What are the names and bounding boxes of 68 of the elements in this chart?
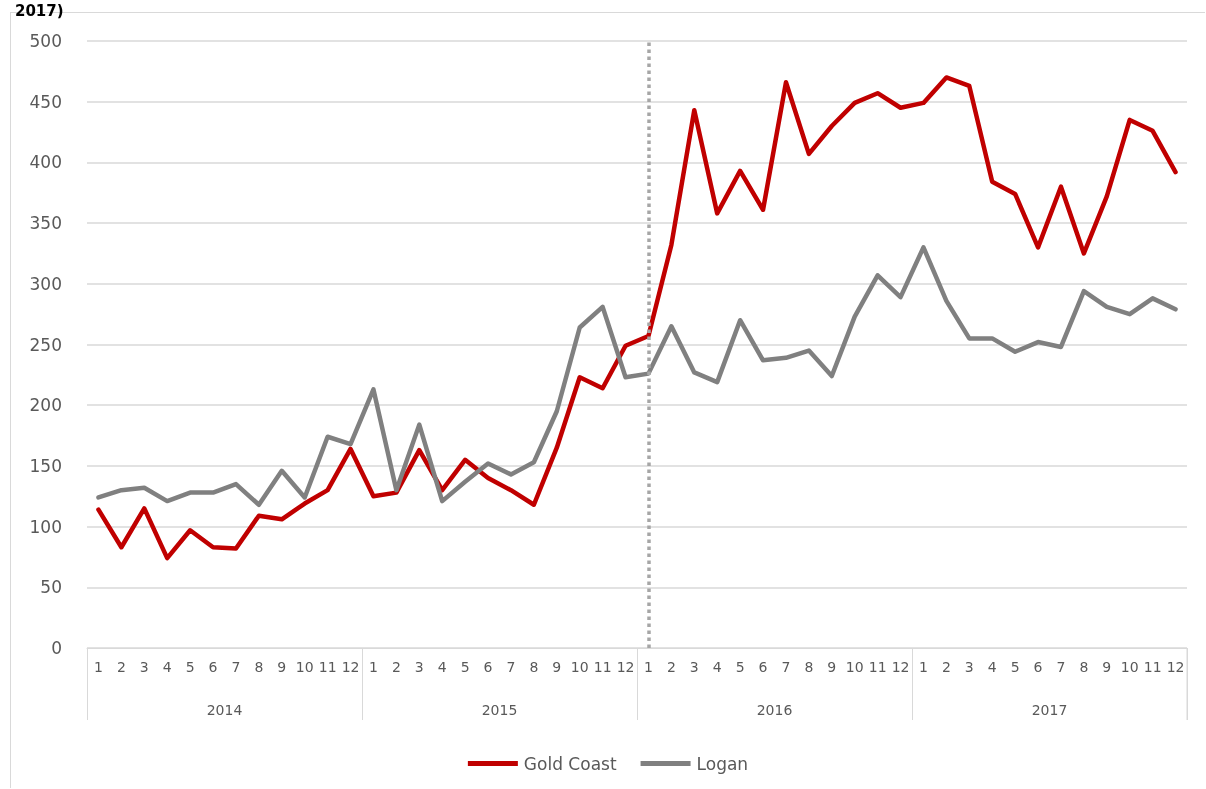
x-tick-label: 8 bbox=[254, 659, 264, 675]
x-tick-label: 12 bbox=[891, 659, 910, 675]
x-tick-label: 6 bbox=[758, 659, 768, 675]
x-tick-label: 11 bbox=[868, 659, 887, 675]
y-tick-label: 500 bbox=[29, 31, 62, 51]
x-tick-label: 12 bbox=[1166, 659, 1185, 675]
x-tick-label: 2 bbox=[666, 659, 676, 675]
x-tick-label: 4 bbox=[437, 659, 447, 675]
x-tick-label: 9 bbox=[1102, 659, 1112, 675]
x-tick-label: 9 bbox=[277, 659, 287, 675]
x-tick-label: 3 bbox=[139, 659, 149, 675]
x-tick-label: 10 bbox=[570, 659, 589, 675]
x-tick-label: 3 bbox=[689, 659, 699, 675]
x-tick-label: 4 bbox=[162, 659, 172, 675]
y-tick-label: 0 bbox=[51, 638, 62, 658]
x-tick-label: 4 bbox=[987, 659, 997, 675]
x-tick-label: 10 bbox=[1120, 659, 1139, 675]
x-tick-label: 4 bbox=[712, 659, 722, 675]
text: 2014 bbox=[206, 702, 243, 718]
y-tick-label: 100 bbox=[29, 516, 62, 537]
line-series bbox=[96, 245, 1178, 507]
y-tick-label: 150 bbox=[29, 455, 62, 476]
x-tick-label: 2 bbox=[391, 659, 401, 675]
x-tick-label: 1 bbox=[644, 659, 653, 675]
line-series bbox=[96, 75, 1178, 561]
x-tick-label: 10 bbox=[845, 659, 864, 675]
x-tick-label: 10 bbox=[295, 659, 314, 675]
x-tick-label: 12 bbox=[341, 659, 360, 675]
x-tick-label: 7 bbox=[781, 659, 791, 675]
x-tick-label: 12 bbox=[616, 659, 635, 675]
x-tick-label: 11 bbox=[593, 659, 612, 675]
x-tick-label: 7 bbox=[506, 659, 516, 675]
text: 2015 bbox=[481, 702, 518, 718]
x-tick-label: 6 bbox=[208, 659, 218, 675]
x-tick-label: 7 bbox=[231, 659, 241, 675]
x-tick-label: 11 bbox=[1143, 659, 1162, 675]
chart-title: 2017) bbox=[15, 1, 64, 20]
text: 2017 bbox=[1031, 702, 1068, 718]
y-tick-label: 300 bbox=[29, 273, 62, 294]
legend-label: Gold Coast bbox=[523, 753, 617, 774]
x-tick-label: 1 bbox=[919, 659, 928, 675]
y-tick-label: 400 bbox=[29, 152, 62, 173]
x-tick-label: 9 bbox=[552, 659, 562, 675]
x-tick-label: 2 bbox=[116, 659, 126, 675]
y-tick-label: 200 bbox=[29, 395, 62, 416]
y-tick-label: 250 bbox=[29, 334, 62, 355]
x-tick-label: 3 bbox=[964, 659, 974, 675]
x-tick-label: 11 bbox=[318, 659, 337, 675]
x-tick-label: 8 bbox=[1079, 659, 1089, 675]
x-tick-label: 7 bbox=[1056, 659, 1066, 675]
text: 2016 bbox=[756, 702, 793, 718]
x-tick-label: 1 bbox=[94, 659, 103, 675]
x-tick-label: 5 bbox=[185, 659, 195, 675]
y-tick-label: 50 bbox=[40, 577, 62, 598]
x-tick-label: 6 bbox=[483, 659, 493, 675]
x-tick-label: 5 bbox=[1010, 659, 1020, 675]
x-tick-label: 1 bbox=[369, 659, 378, 675]
x-tick-label: 8 bbox=[529, 659, 539, 675]
legend-label: Logan bbox=[696, 753, 749, 774]
x-tick-label: 5 bbox=[460, 659, 470, 675]
x-tick-label: 2 bbox=[941, 659, 951, 675]
x-tick-label: 9 bbox=[827, 659, 837, 675]
x-tick-label: 6 bbox=[1033, 659, 1043, 675]
x-tick-label: 5 bbox=[735, 659, 745, 675]
x-tick-label: 8 bbox=[804, 659, 814, 675]
y-tick-label: 450 bbox=[29, 91, 62, 112]
y-tick-label: 350 bbox=[29, 213, 62, 234]
x-tick-label: 3 bbox=[414, 659, 424, 675]
